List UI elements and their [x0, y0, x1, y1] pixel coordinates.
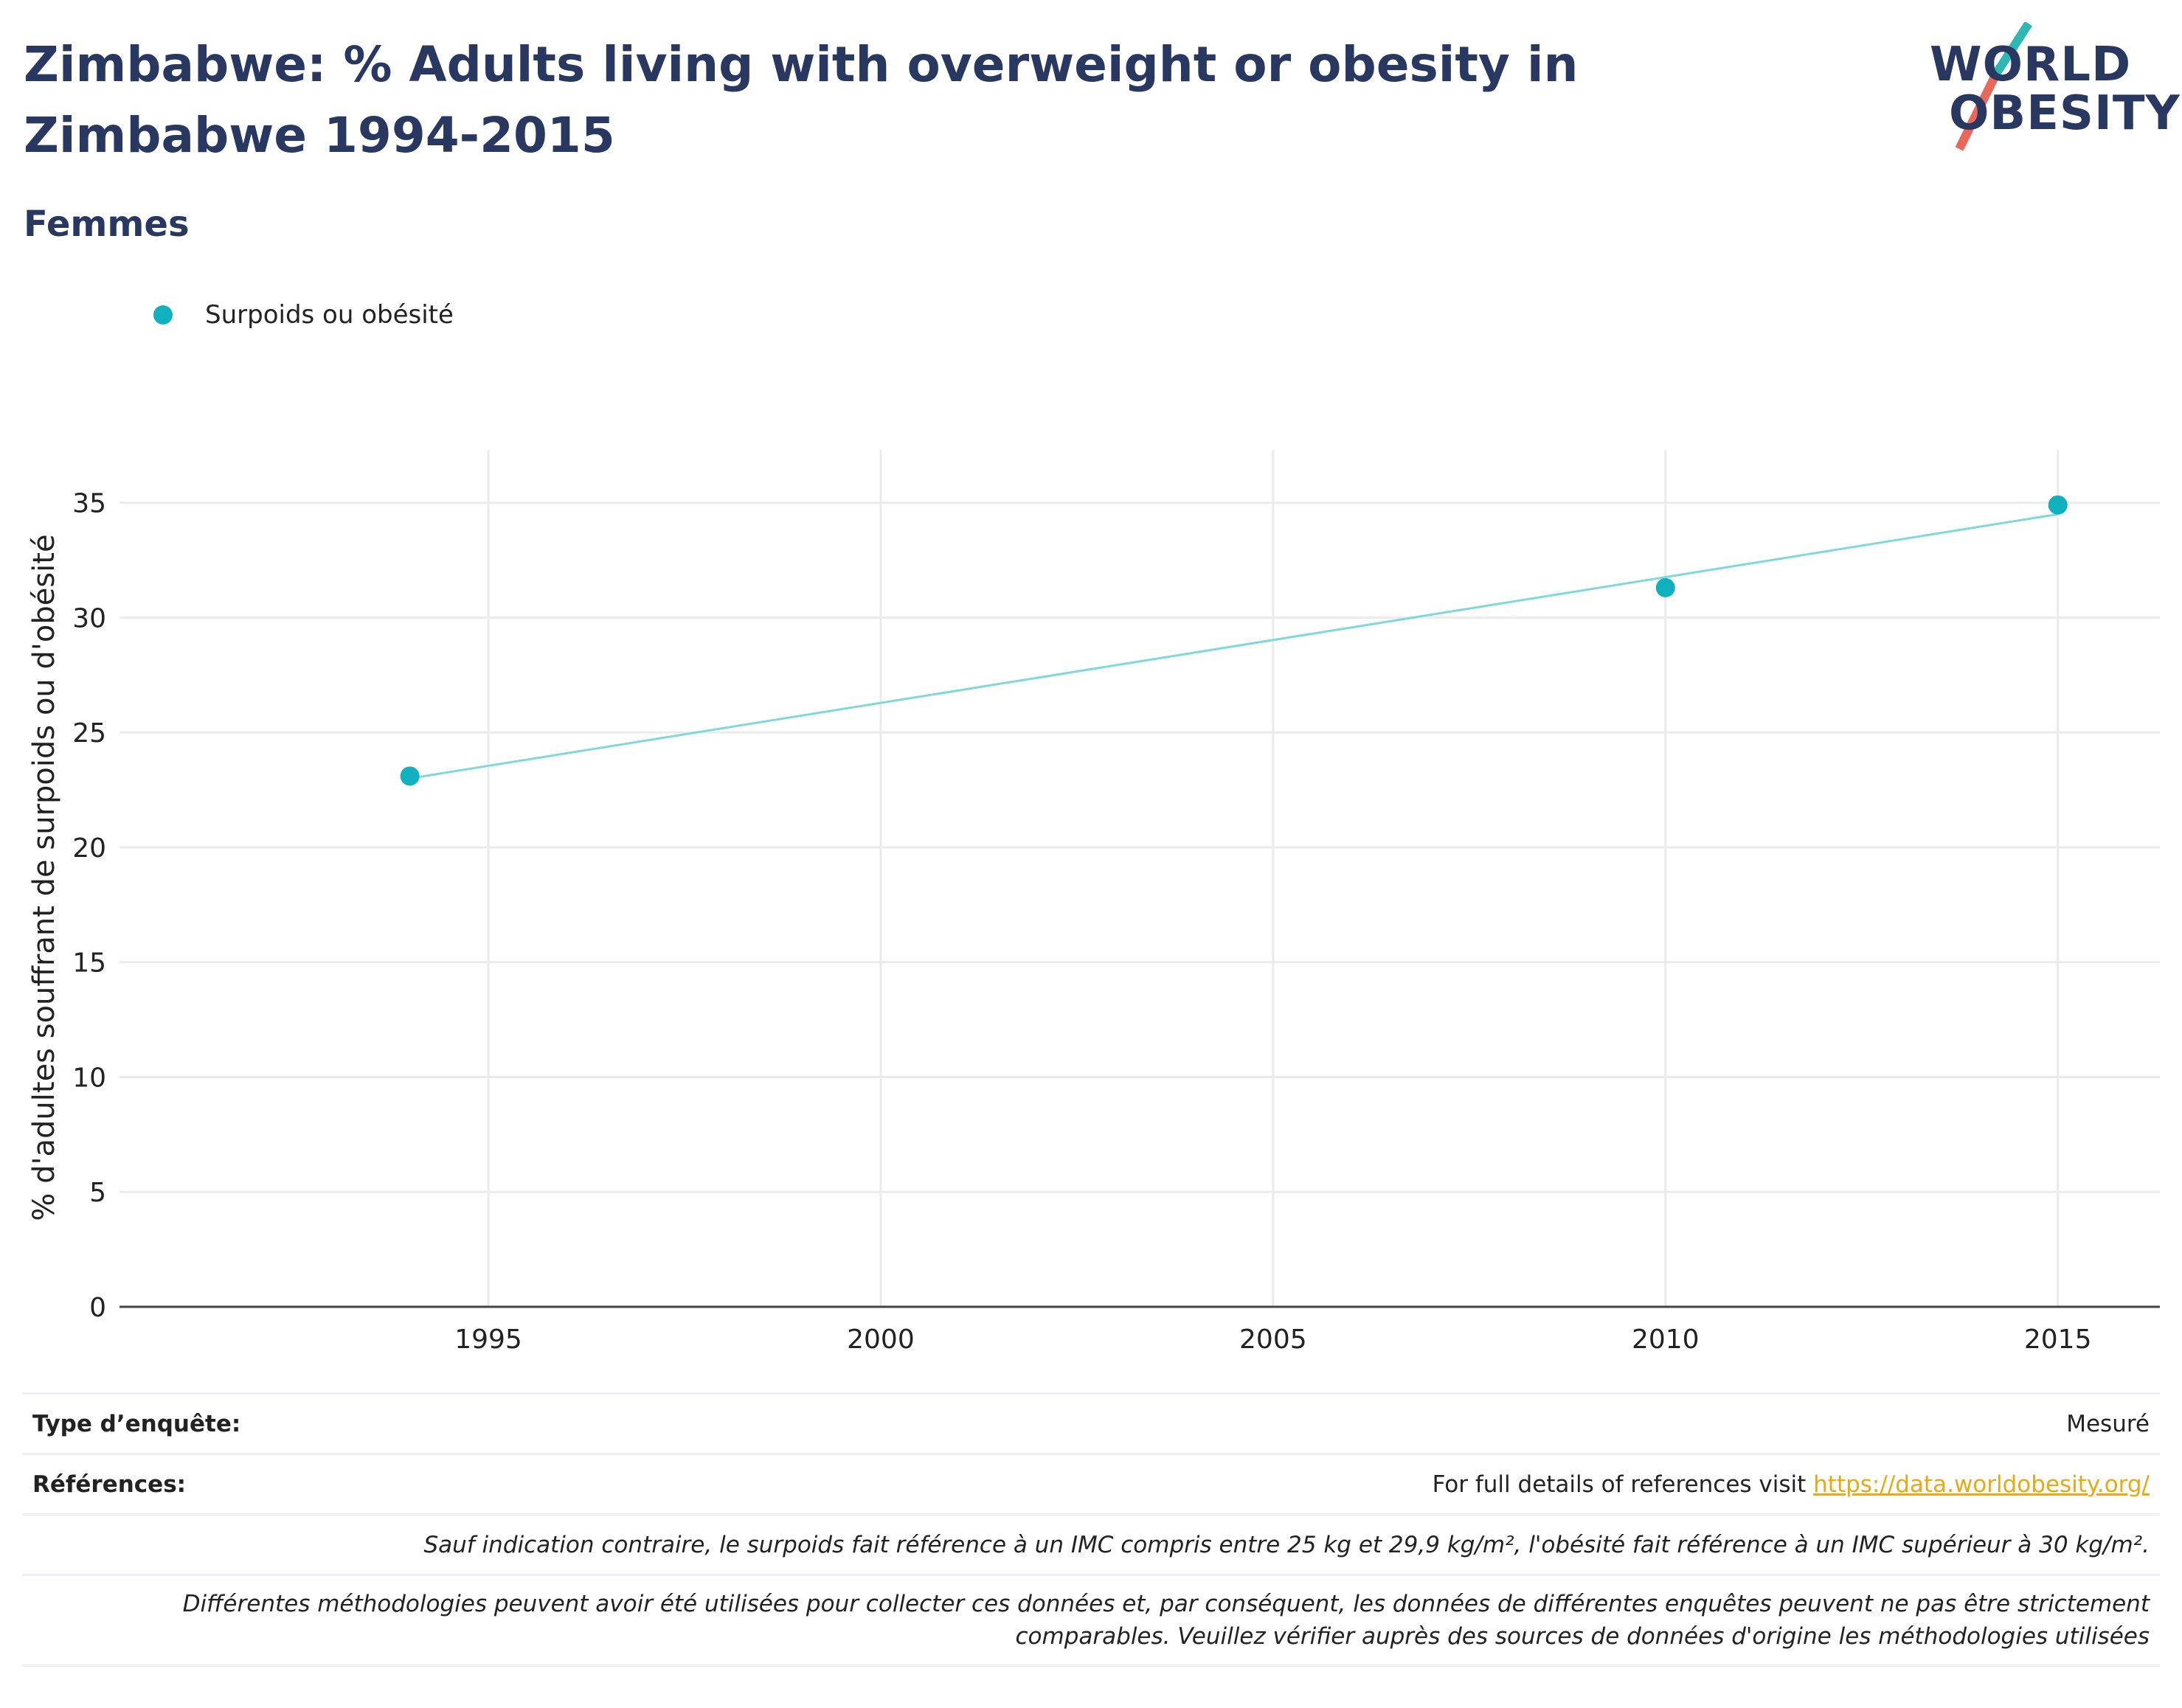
x-tick-label: 2005 [1239, 1325, 1307, 1355]
y-tick-label: 25 [72, 718, 106, 749]
chart-subtitle: Femmes [24, 204, 190, 245]
y-tick-label: 15 [72, 948, 106, 979]
logo-slash-icon [1955, 22, 2033, 151]
y-tick-label: 30 [72, 603, 106, 633]
y-tick-label: 20 [72, 833, 106, 864]
y-tick-label: 0 [89, 1293, 106, 1323]
references-row: Références: For full details of referenc… [22, 1453, 2160, 1513]
data-point [1655, 577, 1675, 597]
survey-type-label: Type d’enquête: [32, 1410, 241, 1437]
references-text: For full details of references visit [1432, 1471, 1814, 1498]
logo-word-line2: OBESITY [1949, 86, 2181, 141]
legend-label: Surpoids ou obésité [205, 300, 454, 330]
references-label: Références: [32, 1471, 187, 1498]
survey-type-row: Type d’enquête: Mesuré [22, 1392, 2160, 1453]
trend-line [409, 513, 2058, 780]
x-tick-label: 1995 [454, 1325, 522, 1355]
y-axis-title: % d'adultes souffrant de surpoids ou d'o… [27, 534, 61, 1221]
y-tick-label: 10 [72, 1063, 106, 1093]
y-tick-label: 5 [89, 1178, 106, 1208]
bmi-note: Sauf indication contraire, le surpoids f… [423, 1531, 2150, 1558]
x-tick-label: 2015 [2024, 1325, 2092, 1355]
data-point [2048, 495, 2068, 515]
methodology-note-line1: Différentes méthodologies peuvent avoir … [182, 1591, 2150, 1617]
world-obesity-logo: WORLD OBESITY [1925, 22, 2180, 155]
x-tick-label: 2010 [1632, 1325, 1700, 1355]
info-table: Type d’enquête: Mesuré Références: For f… [22, 1392, 2160, 1667]
legend-marker [153, 305, 173, 324]
survey-type-value: Mesuré [2066, 1410, 2150, 1437]
y-tick-label: 35 [72, 489, 106, 519]
chart-plot: 0 5 10 15 20 25 30 35 1995 2000 2005 2010 2015 [72, 450, 2160, 1355]
legend[interactable]: Surpoids ou obésité [153, 296, 454, 333]
methodology-note: Différentes méthodologies peuvent avoir … [183, 1588, 2150, 1653]
logo-word-line1: WORLD [1930, 38, 2132, 92]
chart-title: Zimbabwe: % Adults living with overweigh… [24, 36, 1579, 164]
data-point [400, 766, 420, 786]
bmi-note-row: Sauf indication contraire, le surpoids f… [22, 1513, 2160, 1574]
x-tick-label: 2000 [847, 1325, 915, 1355]
methodology-note-line2: comparables. Veuillez vérifier auprès de… [1015, 1623, 2150, 1650]
methodology-note-row: Différentes méthodologies peuvent avoir … [22, 1574, 2160, 1667]
references-link[interactable]: https://data.worldobesity.org/ [1813, 1471, 2150, 1498]
references-value: For full details of references visit htt… [1433, 1471, 2150, 1498]
